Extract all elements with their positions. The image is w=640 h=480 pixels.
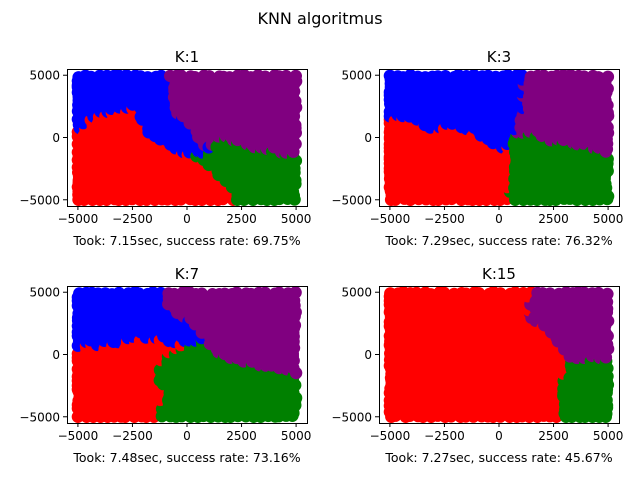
scatter-point (258, 286, 272, 299)
subplot-title: K:1 (175, 48, 199, 66)
subplot-title: K:15 (482, 265, 516, 283)
x-tick-label: −5000 (370, 212, 411, 226)
scatter-point (289, 286, 302, 299)
x-tick-label: 5000 (593, 429, 624, 443)
x-tick-label: −2500 (424, 429, 465, 443)
x-tick-label: 0 (495, 429, 503, 443)
x-axis-label: Took: 7.48sec, success rate: 73.16% (72, 450, 300, 465)
subplot-1: K:1 −5000 −2500 0 2500 5000 −5000 0 5000 Took: 7.… (19, 48, 311, 248)
x-tick-label: 2500 (538, 429, 569, 443)
x-tick-label: 5000 (281, 429, 312, 443)
x-tick-label: 5000 (593, 212, 624, 226)
x-tick-label: −2500 (112, 212, 153, 226)
subplot-title: K:3 (487, 48, 511, 66)
scatter-points (383, 286, 615, 423)
y-tick-label: −5000 (19, 193, 60, 207)
y-tick-label: −5000 (331, 410, 372, 424)
scatter-point (195, 287, 208, 300)
x-tick-label: 2500 (226, 212, 257, 226)
x-tick-label: 0 (183, 429, 191, 443)
x-tick-label: −2500 (424, 212, 465, 226)
x-tick-label: 2500 (538, 212, 569, 226)
y-tick-label: 0 (364, 131, 372, 145)
y-tick-label: 0 (52, 131, 60, 145)
y-tick-label: 5000 (29, 69, 60, 83)
scatter-points (71, 286, 303, 423)
subplot-2: K:3 −5000 −2500 0 2500 5000 −5000 0 5000 Took: 7.… (331, 48, 623, 248)
y-tick-label: 5000 (29, 286, 60, 300)
scatter-points (383, 69, 615, 206)
x-axis-label: Took: 7.15sec, success rate: 69.75% (72, 233, 300, 248)
figure-title: KNN algoritmus (257, 9, 382, 28)
subplot-4: K:15 −5000 −2500 0 2500 5000 −5000 0 5000 Took: 7… (331, 265, 623, 465)
scatter-point (279, 69, 293, 83)
scatter-point (132, 287, 146, 300)
x-axis-label: Took: 7.29sec, success rate: 76.32% (384, 233, 612, 248)
y-tick-label: 5000 (341, 69, 372, 83)
x-tick-label: −5000 (370, 429, 411, 443)
y-tick-label: 0 (364, 348, 372, 362)
x-tick-label: 0 (183, 212, 191, 226)
scatter-point (289, 69, 302, 83)
x-tick-label: 5000 (281, 212, 312, 226)
scatter-point (174, 69, 187, 82)
scatter-point (601, 70, 615, 84)
x-tick-label: 2500 (226, 429, 257, 443)
y-tick-label: −5000 (331, 193, 372, 207)
y-tick-label: −5000 (19, 410, 60, 424)
subplots: K:1 −5000 −2500 0 2500 5000 −5000 0 5000 Took: 7.… (19, 48, 623, 465)
x-tick-label: 0 (495, 212, 503, 226)
x-tick-label: −5000 (58, 429, 99, 443)
x-tick-label: −2500 (112, 429, 153, 443)
subplot-title: K:7 (175, 265, 199, 283)
scatter-point (601, 287, 614, 301)
scatter-points (71, 69, 303, 206)
x-axis-label: Took: 7.27sec, success rate: 45.67% (384, 450, 612, 465)
y-tick-label: 0 (52, 348, 60, 362)
scatter-point (437, 286, 451, 299)
x-tick-label: −5000 (58, 212, 99, 226)
subplot-3: K:7 −5000 −2500 0 2500 5000 −5000 0 5000 Took: 7.… (19, 265, 311, 465)
y-tick-label: 5000 (341, 286, 372, 300)
